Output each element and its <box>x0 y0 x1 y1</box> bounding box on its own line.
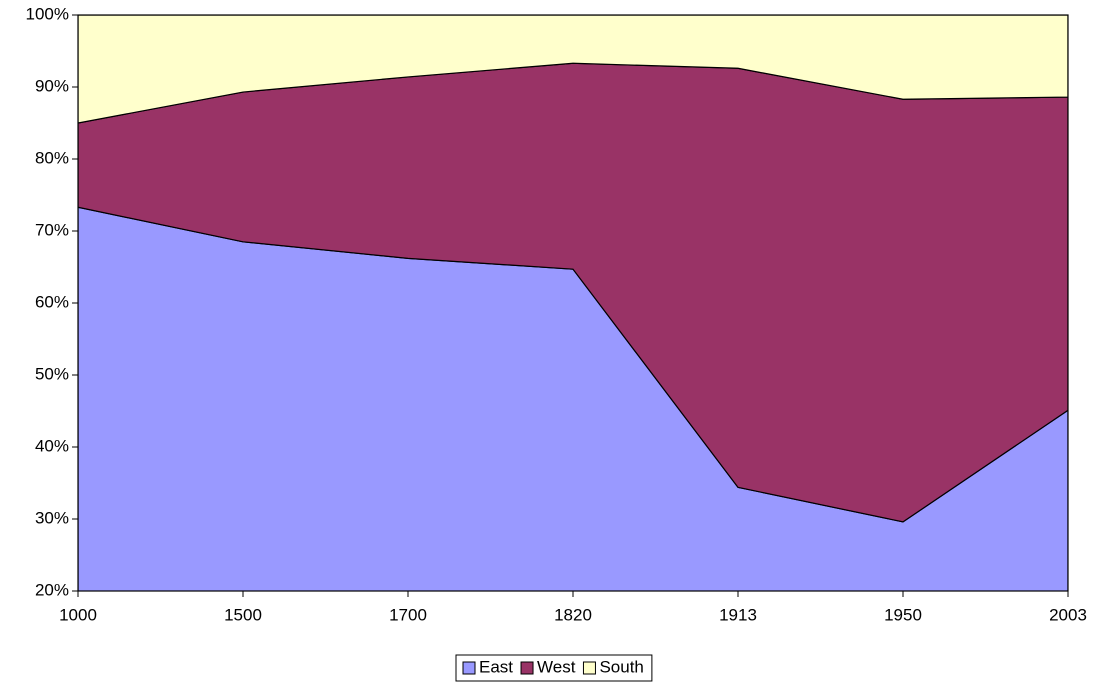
y-tick-label: 50% <box>35 364 69 383</box>
legend-label: South <box>599 657 643 676</box>
x-tick-label: 1913 <box>719 605 757 624</box>
y-tick-label: 60% <box>35 292 69 311</box>
y-tick-label: 30% <box>35 508 69 527</box>
legend-label: West <box>537 657 576 676</box>
y-tick-label: 20% <box>35 580 69 599</box>
x-tick-label: 2003 <box>1049 605 1087 624</box>
legend-swatch <box>462 661 476 675</box>
y-tick-label: 70% <box>35 220 69 239</box>
y-tick-label: 90% <box>35 76 69 95</box>
y-tick-label: 40% <box>35 436 69 455</box>
area <box>78 15 1068 124</box>
plot-areas <box>78 15 1068 591</box>
legend-swatch <box>520 661 534 675</box>
x-tick-label: 1700 <box>389 605 427 624</box>
legend-box <box>455 654 653 682</box>
legend: East West South <box>455 654 653 682</box>
y-tick-label: 80% <box>35 148 69 167</box>
x-tick-label: 1950 <box>884 605 922 624</box>
x-tick-label: 1820 <box>554 605 592 624</box>
legend-swatch <box>582 661 596 675</box>
y-tick-label: 100% <box>26 4 69 23</box>
x-tick-label: 1000 <box>59 605 97 624</box>
legend-label: East <box>479 657 513 676</box>
x-tick-label: 1500 <box>224 605 262 624</box>
